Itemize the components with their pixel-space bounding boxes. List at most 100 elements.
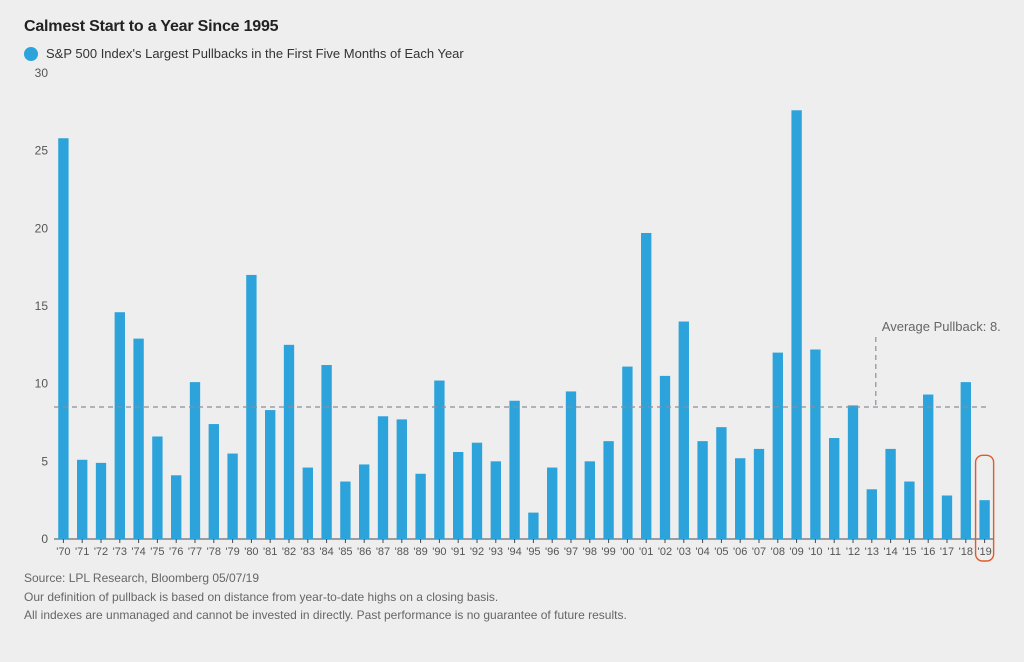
x-tick-label: '12 (846, 546, 860, 558)
y-tick-label: 5 (41, 454, 48, 468)
bar (152, 436, 162, 539)
bar (942, 496, 952, 539)
x-tick-label: '15 (902, 546, 916, 558)
bar (791, 110, 801, 539)
x-tick-label: '00 (620, 546, 634, 558)
bar (77, 460, 87, 539)
bar (566, 391, 576, 539)
x-tick-label: '09 (789, 546, 803, 558)
x-tick-label: '95 (526, 546, 540, 558)
bar (904, 482, 914, 539)
bar (829, 438, 839, 539)
x-tick-label: '82 (282, 546, 296, 558)
bar (509, 401, 519, 539)
bar (133, 339, 143, 539)
x-tick-label: '74 (131, 546, 145, 558)
bar (754, 449, 764, 539)
bar (397, 419, 407, 539)
x-tick-label: '73 (113, 546, 127, 558)
legend-marker-icon (24, 47, 38, 61)
x-tick-label: '02 (658, 546, 672, 558)
x-tick-label: '08 (771, 546, 785, 558)
x-tick-label: '77 (188, 546, 202, 558)
x-tick-label: '14 (883, 546, 897, 558)
x-tick-label: '81 (263, 546, 277, 558)
x-tick-label: '10 (808, 546, 822, 558)
bar (848, 405, 858, 539)
y-tick-label: 15 (35, 299, 49, 313)
bar (585, 461, 595, 539)
chart-title: Calmest Start to a Year Since 1995 (24, 18, 1000, 36)
x-tick-label: '98 (583, 546, 597, 558)
bar (415, 474, 425, 539)
chart-plot: 051015202530'70'71'72'73'74'75'76'77'78'… (24, 65, 1000, 565)
bar (58, 138, 68, 539)
y-tick-label: 30 (35, 66, 49, 80)
x-tick-label: '03 (677, 546, 691, 558)
x-tick-label: '75 (150, 546, 164, 558)
bar (641, 233, 651, 539)
y-tick-label: 20 (35, 221, 49, 235)
x-tick-label: '85 (338, 546, 352, 558)
x-tick-label: '96 (545, 546, 559, 558)
x-tick-label: '92 (470, 546, 484, 558)
x-tick-label: '97 (564, 546, 578, 558)
legend-text: S&P 500 Index's Largest Pullbacks in the… (46, 46, 464, 61)
bar (979, 500, 989, 539)
bar (810, 349, 820, 539)
bar (115, 312, 125, 539)
x-tick-label: '19 (977, 546, 991, 558)
bar (867, 489, 877, 539)
legend: S&P 500 Index's Largest Pullbacks in the… (24, 46, 1000, 61)
x-tick-label: '17 (940, 546, 954, 558)
y-tick-label: 25 (35, 144, 49, 158)
x-tick-label: '16 (921, 546, 935, 558)
bar (528, 513, 538, 539)
bar (284, 345, 294, 539)
x-tick-label: '18 (959, 546, 973, 558)
x-tick-label: '80 (244, 546, 258, 558)
bar (340, 482, 350, 539)
bar (716, 427, 726, 539)
bar (472, 443, 482, 539)
bar (96, 463, 106, 539)
x-tick-label: '84 (319, 546, 333, 558)
bar (453, 452, 463, 539)
x-tick-label: '05 (714, 546, 728, 558)
x-tick-label: '11 (827, 546, 841, 558)
bar (227, 454, 237, 539)
x-tick-label: '01 (639, 546, 653, 558)
x-tick-label: '07 (752, 546, 766, 558)
bar (265, 410, 275, 539)
x-tick-label: '89 (413, 546, 427, 558)
x-tick-label: '04 (695, 546, 709, 558)
footer-definition: Our definition of pullback is based on d… (24, 588, 1000, 607)
bar (735, 458, 745, 539)
x-tick-label: '99 (601, 546, 615, 558)
bar (491, 461, 501, 539)
x-tick-label: '86 (357, 546, 371, 558)
x-tick-label: '06 (733, 546, 747, 558)
bar (378, 416, 388, 539)
bar (660, 376, 670, 539)
bar (885, 449, 895, 539)
x-tick-label: '70 (56, 546, 70, 558)
x-tick-label: '91 (451, 546, 465, 558)
bar (434, 381, 444, 539)
x-tick-label: '76 (169, 546, 183, 558)
bar (697, 441, 707, 539)
bar (303, 468, 313, 539)
bar (622, 367, 632, 539)
bar (321, 365, 331, 539)
bar-chart-svg: 051015202530'70'71'72'73'74'75'76'77'78'… (24, 65, 1000, 565)
footer-disclaimer: All indexes are unmanaged and cannot be … (24, 606, 1000, 625)
average-label: Average Pullback: 8.5% (882, 319, 1000, 334)
x-tick-label: '72 (94, 546, 108, 558)
chart-container: Calmest Start to a Year Since 1995 S&P 5… (0, 0, 1024, 637)
footer-source: Source: LPL Research, Bloomberg 05/07/19 (24, 569, 1000, 588)
bar (359, 464, 369, 539)
x-tick-label: '78 (207, 546, 221, 558)
bar (603, 441, 613, 539)
bar (209, 424, 219, 539)
x-tick-label: '87 (376, 546, 390, 558)
